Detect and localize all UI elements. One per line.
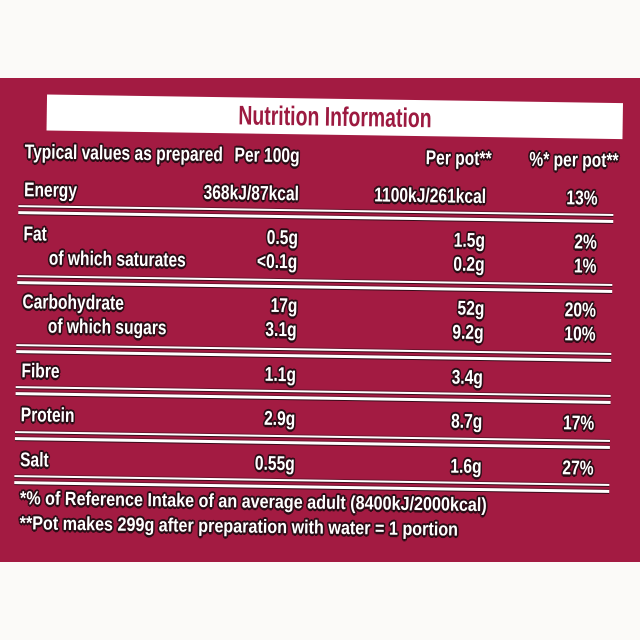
row-label: Carbohydrate: [22, 291, 125, 315]
value-per-pot: 52g: [456, 297, 485, 321]
value-per-100g: 2.9g: [263, 407, 296, 431]
title-banner: Nutrition Information: [46, 94, 623, 140]
row-label: of which sugars: [47, 315, 167, 340]
value-per-pot: 8.7g: [450, 410, 483, 434]
value-per-pot: 0.2g: [453, 253, 485, 277]
row-label: Energy: [23, 179, 78, 203]
row-label: Fat: [23, 223, 48, 246]
header-per-pot: Per pot**: [425, 147, 492, 171]
table-row-protein: Protein 2.9g 8.7g 17%: [15, 403, 610, 436]
value-per-100g: 0.55g: [254, 452, 295, 476]
value-pct: 2%: [574, 231, 598, 254]
value-per-100g: 0.5g: [266, 226, 299, 250]
row-label: Fibre: [21, 360, 60, 383]
nutrition-table: Typical values as prepared Per 100g Per …: [14, 138, 618, 493]
table-header-row: Typical values as prepared Per 100g Per …: [19, 138, 618, 175]
value-per-pot: 1.6g: [450, 455, 482, 479]
footnotes: *% of Reference Intake of an average adu…: [14, 486, 635, 545]
nutrition-label-panel: Nutrition Information Typical values as …: [0, 78, 640, 562]
row-label: Protein: [20, 404, 75, 427]
value-pct: 20%: [564, 299, 597, 322]
header-pct-per-pot: %* per pot**: [528, 148, 619, 173]
header-per-100g: Per 100g: [233, 144, 300, 168]
value-per-pot: 9.2g: [452, 321, 484, 345]
value-per-pot: 1.5g: [453, 229, 486, 253]
row-divider: [16, 344, 612, 362]
value-per-100g: 1.1g: [264, 363, 297, 387]
label-content: Nutrition Information Typical values as …: [0, 78, 640, 545]
value-per-pot: 3.4g: [451, 366, 484, 390]
header-typical-values: Typical values as prepared: [24, 141, 224, 167]
value-per-100g: <0.1g: [257, 250, 298, 274]
value-pct: 10%: [564, 323, 596, 346]
value-per-100g: 17g: [269, 294, 298, 318]
row-divider: [17, 275, 613, 293]
value-pct: 17%: [562, 412, 595, 435]
value-pct: 13%: [566, 187, 598, 210]
row-label: Salt: [19, 449, 49, 472]
value-per-100g: 3.1g: [265, 318, 297, 342]
value-pct: 1%: [573, 255, 597, 278]
page-title: Nutrition Information: [237, 100, 432, 134]
value-per-100g: 368kJ/87kcal: [203, 181, 299, 206]
value-per-pot: 1100kJ/261kcal: [373, 184, 486, 209]
row-label: of which saturates: [48, 247, 186, 272]
value-pct: 27%: [562, 457, 594, 480]
